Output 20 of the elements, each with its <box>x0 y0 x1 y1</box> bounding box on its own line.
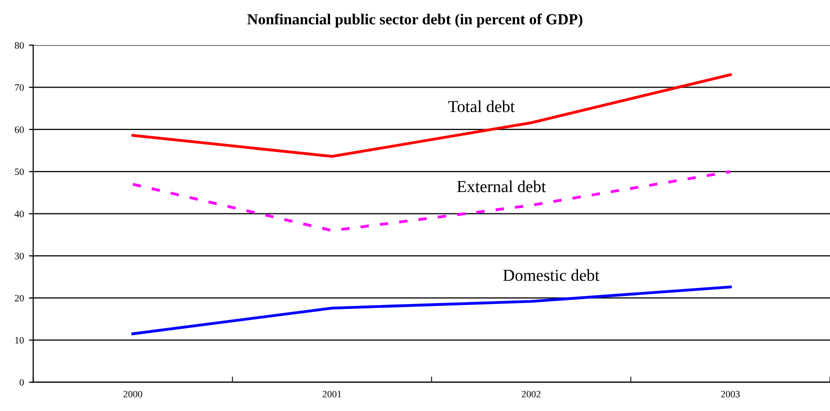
y-tick-label: 10 <box>15 337 24 344</box>
y-tick-label: 60 <box>14 126 24 133</box>
x-tick-label: 2000 <box>124 390 142 398</box>
y-tick-label: 40 <box>14 210 24 218</box>
series-label: External debt <box>457 180 546 192</box>
y-tick-label: 50 <box>15 168 24 176</box>
line-series <box>131 73 732 158</box>
x-tick-label: 2001 <box>322 390 342 398</box>
x-tick-label: 2003 <box>721 390 740 398</box>
y-tick-label: 30 <box>14 252 24 260</box>
y-tick-label: 70 <box>15 84 24 91</box>
chart-title: Nonfinancial public sector debt (in percent of GDP) <box>247 14 582 28</box>
series-label: Total debt <box>448 100 515 112</box>
y-tick-label: 20 <box>14 294 24 302</box>
y-tick-label: 0 <box>20 379 24 386</box>
line-series <box>131 286 732 336</box>
y-tick-label: 80 <box>14 42 24 49</box>
series-label: Domestic debt <box>503 269 600 281</box>
x-tick-label: 2002 <box>522 390 540 398</box>
line-series <box>131 170 732 232</box>
